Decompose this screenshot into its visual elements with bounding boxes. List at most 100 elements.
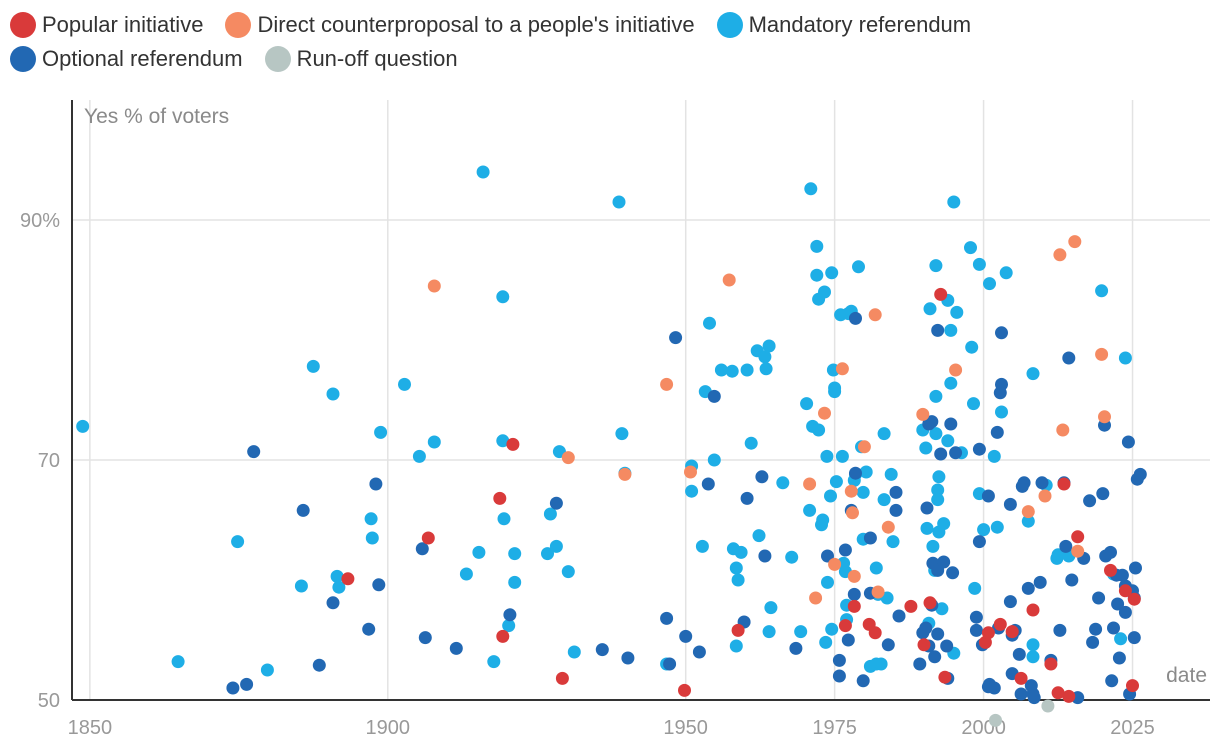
legend-item-runoff[interactable]: Run-off question: [264, 42, 458, 76]
data-point-mandatory[interactable]: [764, 601, 778, 615]
data-point-popular[interactable]: [1127, 592, 1141, 606]
data-point-mandatory[interactable]: [685, 484, 699, 498]
data-point-mandatory[interactable]: [824, 489, 837, 503]
data-point-mandatory[interactable]: [427, 435, 441, 449]
data-point-mandatory[interactable]: [703, 316, 716, 330]
data-point-optional[interactable]: [692, 645, 706, 659]
data-point-popular[interactable]: [1005, 625, 1019, 639]
data-point-optional[interactable]: [937, 555, 951, 569]
data-point-optional[interactable]: [1059, 539, 1073, 553]
data-point-mandatory[interactable]: [734, 545, 748, 559]
data-point-mandatory[interactable]: [306, 359, 320, 373]
data-point-mandatory[interactable]: [714, 363, 728, 377]
data-point-mandatory[interactable]: [944, 323, 958, 337]
data-point-optional[interactable]: [1033, 575, 1047, 589]
data-point-popular[interactable]: [421, 531, 435, 545]
data-point-popular[interactable]: [496, 629, 510, 643]
data-point-counter[interactable]: [1053, 248, 1067, 262]
data-point-popular[interactable]: [938, 670, 952, 684]
data-point-mandatory[interactable]: [776, 476, 790, 490]
data-point-counter[interactable]: [847, 569, 861, 583]
data-point-runoff[interactable]: [989, 713, 1002, 727]
data-point-mandatory[interactable]: [835, 449, 849, 463]
data-point-optional[interactable]: [707, 389, 721, 403]
data-point-optional[interactable]: [372, 578, 386, 592]
data-point-counter[interactable]: [427, 279, 441, 293]
data-point-optional[interactable]: [1083, 494, 1097, 508]
data-point-mandatory[interactable]: [725, 364, 739, 378]
data-point-mandatory[interactable]: [561, 565, 575, 579]
data-point-mandatory[interactable]: [965, 340, 979, 354]
data-point-optional[interactable]: [1003, 497, 1017, 511]
data-point-mandatory[interactable]: [1026, 638, 1040, 652]
data-point-counter[interactable]: [916, 407, 930, 421]
data-point-optional[interactable]: [934, 447, 948, 461]
data-point-optional[interactable]: [946, 566, 960, 580]
data-point-mandatory[interactable]: [941, 434, 955, 448]
data-point-mandatory[interactable]: [877, 493, 891, 507]
data-point-mandatory[interactable]: [231, 535, 245, 549]
data-point-counter[interactable]: [809, 591, 823, 605]
data-point-mandatory[interactable]: [508, 547, 522, 561]
data-point-mandatory[interactable]: [330, 569, 344, 583]
data-point-optional[interactable]: [226, 681, 240, 695]
data-point-popular[interactable]: [838, 619, 852, 633]
data-point-popular[interactable]: [678, 683, 691, 697]
data-point-mandatory[interactable]: [820, 449, 834, 463]
data-point-popular[interactable]: [1104, 563, 1117, 577]
data-point-mandatory[interactable]: [707, 453, 721, 467]
data-point-mandatory[interactable]: [874, 657, 888, 671]
data-point-mandatory[interactable]: [818, 285, 831, 299]
data-point-optional[interactable]: [1092, 591, 1106, 605]
data-point-optional[interactable]: [944, 417, 958, 431]
data-point-mandatory[interactable]: [886, 535, 900, 549]
data-point-optional[interactable]: [740, 491, 754, 505]
data-point-mandatory[interactable]: [852, 260, 865, 274]
data-point-mandatory[interactable]: [828, 381, 842, 395]
data-point-mandatory[interactable]: [935, 602, 949, 616]
data-point-mandatory[interactable]: [929, 259, 943, 273]
data-point-counter[interactable]: [846, 506, 859, 520]
data-point-mandatory[interactable]: [972, 257, 986, 271]
data-point-mandatory[interactable]: [937, 517, 951, 531]
data-point-optional[interactable]: [418, 631, 432, 645]
data-point-mandatory[interactable]: [859, 465, 873, 479]
data-point-counter[interactable]: [1098, 410, 1111, 424]
data-point-popular[interactable]: [981, 626, 995, 640]
data-point-mandatory[interactable]: [758, 350, 772, 364]
data-point-optional[interactable]: [892, 609, 906, 623]
data-point-mandatory[interactable]: [326, 387, 340, 401]
data-point-mandatory[interactable]: [967, 397, 980, 411]
data-point-optional[interactable]: [369, 477, 383, 491]
legend-item-optional[interactable]: Optional referendum: [10, 42, 243, 76]
data-point-optional[interactable]: [240, 677, 254, 691]
data-point-mandatory[interactable]: [931, 483, 945, 497]
data-point-optional[interactable]: [1089, 622, 1103, 636]
data-point-counter[interactable]: [835, 362, 849, 376]
data-point-popular[interactable]: [555, 671, 569, 685]
data-point-optional[interactable]: [415, 542, 429, 556]
data-point-counter[interactable]: [1071, 544, 1085, 558]
data-point-optional[interactable]: [1017, 476, 1031, 490]
data-point-mandatory[interactable]: [740, 363, 754, 377]
data-point-mandatory[interactable]: [487, 655, 501, 669]
data-point-optional[interactable]: [326, 596, 340, 610]
data-point-mandatory[interactable]: [1118, 351, 1132, 365]
data-point-optional[interactable]: [972, 535, 986, 549]
data-point-mandatory[interactable]: [825, 622, 839, 636]
data-point-optional[interactable]: [1105, 674, 1119, 688]
data-point-popular[interactable]: [993, 617, 1007, 631]
data-point-mandatory[interactable]: [877, 427, 891, 441]
data-point-optional[interactable]: [1062, 351, 1076, 365]
data-point-optional[interactable]: [981, 489, 995, 503]
data-point-popular[interactable]: [917, 638, 931, 652]
data-point-popular[interactable]: [847, 599, 861, 613]
data-point-counter[interactable]: [1038, 489, 1052, 503]
data-point-optional[interactable]: [1111, 597, 1125, 611]
data-point-counter[interactable]: [857, 440, 871, 454]
data-point-mandatory[interactable]: [759, 362, 773, 376]
data-point-mandatory[interactable]: [919, 441, 933, 455]
data-point-counter[interactable]: [660, 377, 674, 391]
data-point-mandatory[interactable]: [920, 521, 934, 535]
data-point-counter[interactable]: [881, 520, 895, 534]
